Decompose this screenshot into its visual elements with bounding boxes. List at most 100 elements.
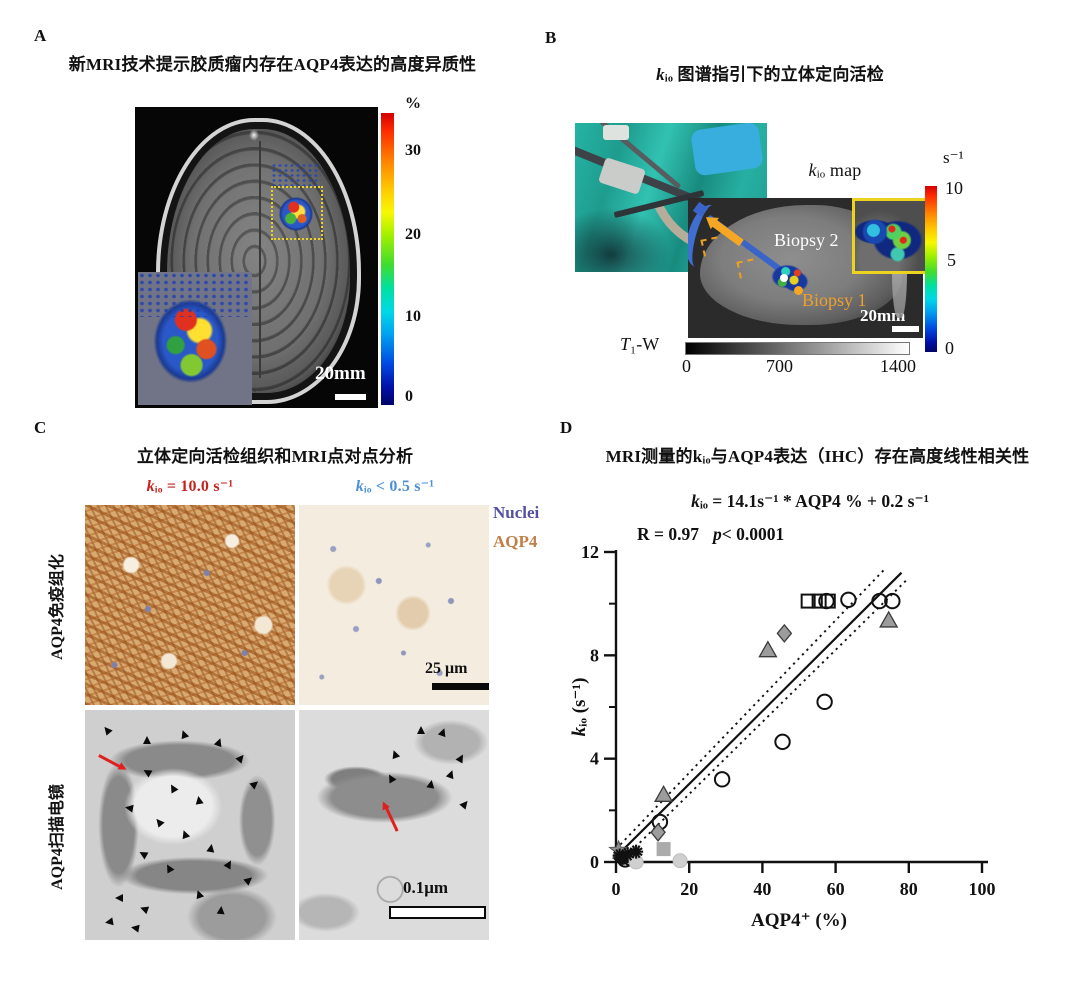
grayscale-tick: 700 [766, 356, 793, 376]
red-arrow-icon [384, 807, 399, 832]
kio-map-inset [852, 198, 929, 274]
t1w-label: T₁-W [620, 334, 660, 354]
legend-nuclei: Nuclei [493, 503, 540, 522]
em-image-low-aqp4 [299, 710, 489, 940]
svg-text:40: 40 [753, 879, 771, 899]
biopsy1-label: Biopsy 1 [802, 290, 867, 310]
colorbar-tick: 5 [947, 250, 956, 270]
em-arrowhead-icon [213, 736, 225, 748]
svg-text:20: 20 [680, 879, 698, 899]
axial-mri-image: 20mm [135, 107, 378, 408]
em-arrowhead-icon [137, 848, 149, 860]
em-image-high-aqp4 [85, 710, 295, 940]
colorbar-tick: 10 [405, 308, 421, 325]
colorbar-tick: 10 [945, 178, 963, 198]
em-arrowhead-icon [455, 752, 467, 764]
ihc-image-high-aqp4 [85, 505, 295, 705]
em-arrowhead-icon [143, 736, 151, 744]
em-arrowhead-icon [223, 858, 235, 870]
panel-b-label: B [545, 28, 557, 47]
surgery-photo [575, 123, 767, 272]
em-arrowhead-icon [249, 778, 261, 790]
em-arrowhead-icon [179, 828, 191, 840]
scalebar-label: 20mm [315, 363, 366, 384]
scalebar [432, 683, 489, 690]
brain-midline [258, 141, 261, 378]
dashed-arrow-icon [736, 258, 757, 279]
svg-text:100: 100 [969, 879, 996, 899]
colorbar-tick: 0 [945, 338, 954, 358]
em-arrowhead-icon [426, 779, 436, 789]
svg-text:60: 60 [827, 879, 845, 899]
scalebar [335, 394, 366, 400]
panel-a-title: 新MRI技术提示胶质瘤内存在AQP4表达的高度异质性 [68, 55, 477, 74]
em-arrowhead-icon [206, 843, 216, 853]
scalebar-label: 25 μm [425, 660, 468, 677]
photo-shadow [575, 207, 671, 272]
column-label-high-kio: kᵢₒ = 10.0 s⁻¹ [146, 478, 234, 495]
em-arrowhead-icon [194, 795, 204, 805]
svg-text:0: 0 [612, 879, 621, 899]
grayscale-tick: 0 [682, 356, 691, 376]
svg-text:AQP4⁺ (%): AQP4⁺ (%) [751, 910, 847, 931]
svg-text:kᵢₒ (s⁻¹): kᵢₒ (s⁻¹) [569, 678, 590, 737]
svg-text:8: 8 [590, 645, 599, 665]
legend-aqp4: AQP4 [493, 532, 538, 551]
instrument [603, 125, 629, 140]
scatter-plot: 0 20 40 60 80 100 0 4 8 12 AQP4⁺ (%) kᵢₒ (s⁻¹) [569, 542, 996, 931]
panel-d-title: MRI测量的kᵢₒ与AQP4表达（IHC）存在高度线性相关性 [605, 447, 1030, 466]
panel-d-label: D [560, 418, 573, 437]
scalebar-label: 20mm [860, 306, 906, 325]
em-arrowhead-icon [124, 803, 134, 813]
panel-b-title: kᵢₒ 图谱指引下的立体定向活检 [656, 65, 884, 84]
grayscale-tick: 1400 [880, 356, 916, 376]
em-arrowhead-icon [141, 766, 153, 778]
em-arrowhead-icon [104, 917, 114, 927]
regression-stats: R = 0.97 p< 0.0001 [637, 524, 784, 545]
em-arrowhead-icon [138, 903, 150, 915]
scalebar [892, 326, 919, 332]
ihc-image-low-aqp4 [299, 505, 489, 705]
biopsy1-site-dot [794, 286, 803, 295]
em-arrowhead-icon [235, 752, 247, 764]
tumor-heatmap-overlay [277, 195, 315, 233]
p-value: p< 0.0001 [713, 524, 785, 544]
kio-tumor-overlay [768, 260, 810, 296]
colorbar-unit: % [405, 95, 421, 112]
regression-equation: kᵢₒ = 14.1s⁻¹ * AQP4 % + 0.2 s⁻¹ [691, 491, 929, 511]
inset-blue-speckle [138, 272, 252, 318]
biopsy2-site-dot [780, 274, 788, 282]
svg-text:80: 80 [900, 879, 918, 899]
svg-text:12: 12 [581, 542, 599, 562]
em-arrowhead-icon [101, 724, 113, 736]
tumor-zoom-inset [138, 272, 252, 405]
bright-falx-spot [249, 129, 259, 141]
em-arrowhead-icon [193, 888, 205, 900]
em-arrowhead-icon [385, 772, 397, 784]
dashed-arrow-icon [700, 236, 721, 257]
panel-c-label: C [34, 418, 47, 437]
em-arrowhead-icon [243, 874, 255, 886]
svg-text:4: 4 [590, 749, 599, 769]
em-arrowhead-icon [459, 798, 471, 810]
row-label-ihc: AQP4免疫组化 [49, 554, 66, 660]
panel-c-title: 立体定向活检组织和MRI点对点分析 [136, 447, 414, 466]
em-arrowhead-icon [437, 726, 449, 738]
r-value: R = 0.97 [637, 524, 699, 544]
colorbar-unit: s⁻¹ [943, 148, 964, 167]
em-arrowhead-icon [167, 782, 179, 794]
biopsy2-label: Biopsy 2 [774, 230, 839, 250]
em-arrowhead-icon [153, 816, 165, 828]
scalebar-label: 0.1μm [403, 878, 449, 897]
em-arrowhead-icon [417, 726, 425, 734]
tumor-roi-box [271, 186, 323, 240]
red-arrow-icon [98, 754, 121, 768]
em-arrowhead-icon [216, 905, 226, 915]
svg-text:0: 0 [590, 852, 599, 872]
scalebar [389, 906, 486, 919]
em-arrowhead-icon [163, 862, 175, 874]
em-arrowhead-icon [115, 894, 123, 902]
colorbar-tick: 0 [405, 388, 413, 405]
em-arrowhead-icon [389, 748, 401, 760]
